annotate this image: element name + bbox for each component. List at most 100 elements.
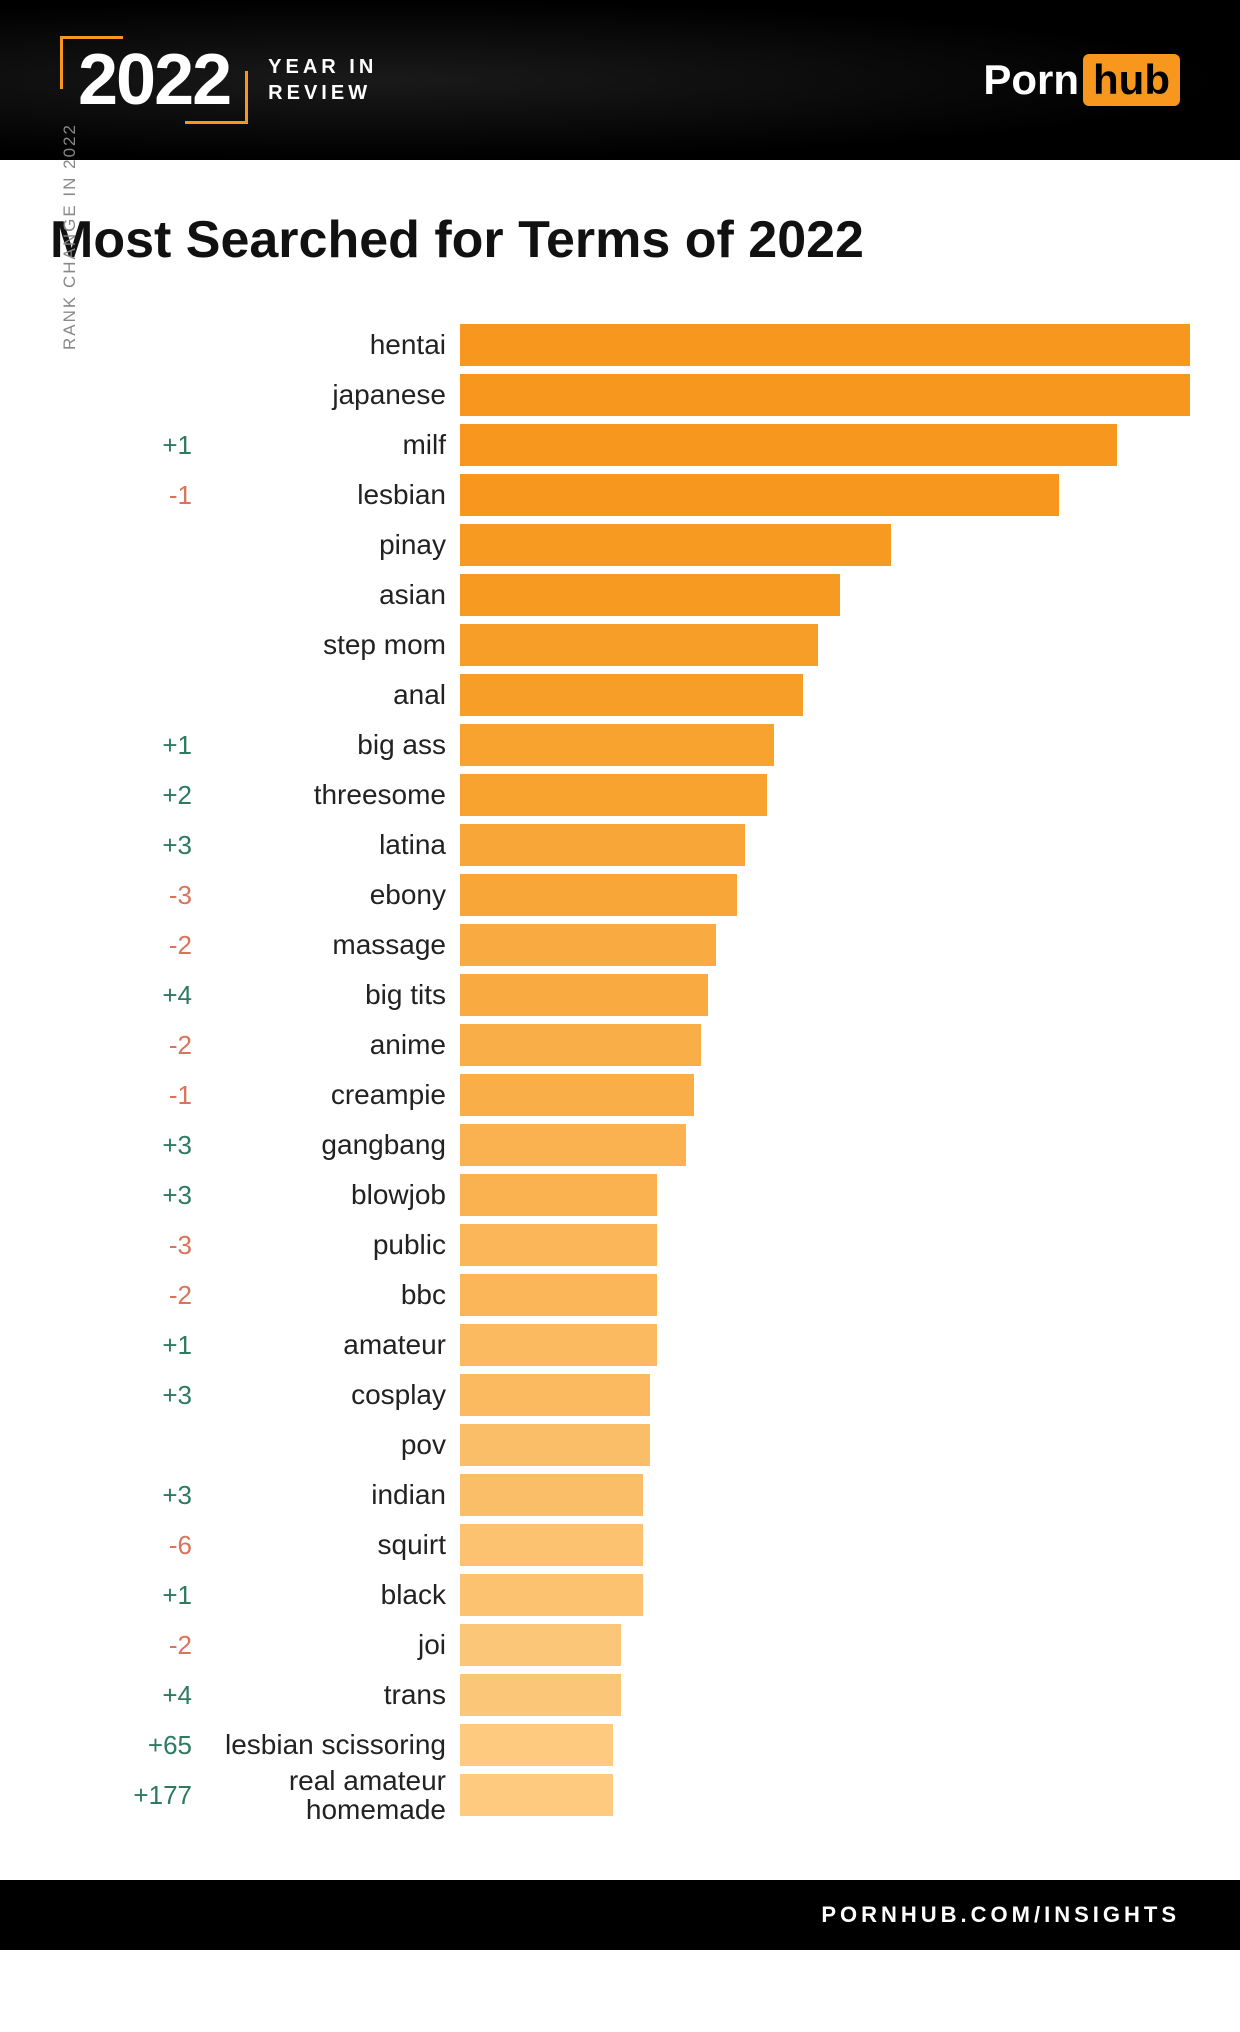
term-label: big ass: [200, 730, 460, 759]
rank-change-value: +4: [130, 1680, 200, 1711]
logo-hub-text: hub: [1083, 54, 1180, 106]
term-label: ebony: [200, 880, 460, 909]
bar: [460, 324, 1190, 366]
rank-change-value: +3: [130, 1130, 200, 1161]
bar: [460, 824, 745, 866]
chart-row: +2threesome: [130, 770, 1190, 820]
term-label: massage: [200, 930, 460, 959]
chart-row: -1lesbian: [130, 470, 1190, 520]
bar-track: [460, 1374, 1190, 1416]
bar: [460, 1024, 701, 1066]
bar-track: [460, 1424, 1190, 1466]
bar: [460, 674, 803, 716]
term-label: pinay: [200, 530, 460, 559]
chart-row: asian: [130, 570, 1190, 620]
rank-change-value: -2: [130, 930, 200, 961]
bar: [460, 1374, 650, 1416]
bar-track: [460, 1524, 1190, 1566]
term-label: joi: [200, 1630, 460, 1659]
bar: [460, 1624, 621, 1666]
chart-row: japanese: [130, 370, 1190, 420]
bar-track: [460, 1774, 1190, 1816]
term-label: japanese: [200, 380, 460, 409]
bar-track: [460, 374, 1190, 416]
rank-change-value: -2: [130, 1030, 200, 1061]
term-label: pov: [200, 1430, 460, 1459]
bar: [460, 1274, 657, 1316]
term-label: bbc: [200, 1280, 460, 1309]
chart-row: +1milf: [130, 420, 1190, 470]
bar-track: [460, 1024, 1190, 1066]
rank-change-value: -6: [130, 1530, 200, 1561]
rank-change-value: -2: [130, 1630, 200, 1661]
term-label: creampie: [200, 1080, 460, 1109]
term-label: gangbang: [200, 1130, 460, 1159]
bar-track: [460, 1474, 1190, 1516]
chart-row: +1amateur: [130, 1320, 1190, 1370]
y-axis-label: RANK CHANGE IN 2022: [60, 123, 80, 350]
bar-track: [460, 1574, 1190, 1616]
year-subtitle: YEAR IN REVIEW: [268, 54, 377, 106]
bar-track: [460, 424, 1190, 466]
year-frame: 2022: [60, 36, 248, 124]
term-label: trans: [200, 1680, 460, 1709]
bar-track: [460, 524, 1190, 566]
header: 2022 YEAR IN REVIEW Porn hub: [0, 0, 1240, 160]
bar-track: [460, 1724, 1190, 1766]
rank-change-value: +1: [130, 730, 200, 761]
chart-row: -3public: [130, 1220, 1190, 1270]
rank-change-value: -3: [130, 1230, 200, 1261]
bar: [460, 524, 891, 566]
bar-track: [460, 324, 1190, 366]
bar: [460, 1124, 686, 1166]
chart-row: +4trans: [130, 1670, 1190, 1720]
pornhub-logo: Porn hub: [983, 54, 1180, 106]
bar-track: [460, 1124, 1190, 1166]
chart-row: +3gangbang: [130, 1120, 1190, 1170]
logo-porn-text: Porn: [983, 56, 1079, 104]
bar-track: [460, 824, 1190, 866]
main-content: Most Searched for Terms of 2022 RANK CHA…: [0, 160, 1240, 1880]
bar-track: [460, 1274, 1190, 1316]
rank-change-value: +1: [130, 430, 200, 461]
bar: [460, 1424, 650, 1466]
bar-track: [460, 774, 1190, 816]
chart-rows-container: hentaijapanese+1milf-1lesbianpinayasians…: [130, 320, 1190, 1820]
term-label: lesbian scissoring: [200, 1730, 460, 1759]
rank-change-value: +65: [130, 1730, 200, 1761]
term-label: threesome: [200, 780, 460, 809]
rank-change-value: +3: [130, 830, 200, 861]
bar: [460, 1524, 643, 1566]
chart-row: +4big tits: [130, 970, 1190, 1020]
chart-area: RANK CHANGE IN 2022 hentaijapanese+1milf…: [50, 320, 1190, 1820]
chart-row: +177real amateur homemade: [130, 1770, 1190, 1820]
term-label: latina: [200, 830, 460, 859]
year-text: 2022: [78, 44, 230, 116]
bar-track: [460, 1624, 1190, 1666]
chart-row: pov: [130, 1420, 1190, 1470]
rank-change-value: +1: [130, 1580, 200, 1611]
chart-row: -2joi: [130, 1620, 1190, 1670]
bar: [460, 1324, 657, 1366]
term-label: public: [200, 1230, 460, 1259]
chart-row: +1black: [130, 1570, 1190, 1620]
chart-row: +3latina: [130, 820, 1190, 870]
chart-row: +1big ass: [130, 720, 1190, 770]
bar-track: [460, 474, 1190, 516]
chart-row: +3cosplay: [130, 1370, 1190, 1420]
footer: PORNHUB.COM/INSIGHTS: [0, 1880, 1240, 1950]
term-label: anal: [200, 680, 460, 709]
bar-track: [460, 624, 1190, 666]
bar-track: [460, 674, 1190, 716]
term-label: amateur: [200, 1330, 460, 1359]
chart-row: anal: [130, 670, 1190, 720]
bar: [460, 424, 1117, 466]
bar: [460, 724, 774, 766]
rank-change-value: +177: [130, 1780, 200, 1811]
bar-track: [460, 1324, 1190, 1366]
term-label: hentai: [200, 330, 460, 359]
chart-row: -2bbc: [130, 1270, 1190, 1320]
bar-track: [460, 874, 1190, 916]
bar-track: [460, 1674, 1190, 1716]
bar: [460, 1224, 657, 1266]
